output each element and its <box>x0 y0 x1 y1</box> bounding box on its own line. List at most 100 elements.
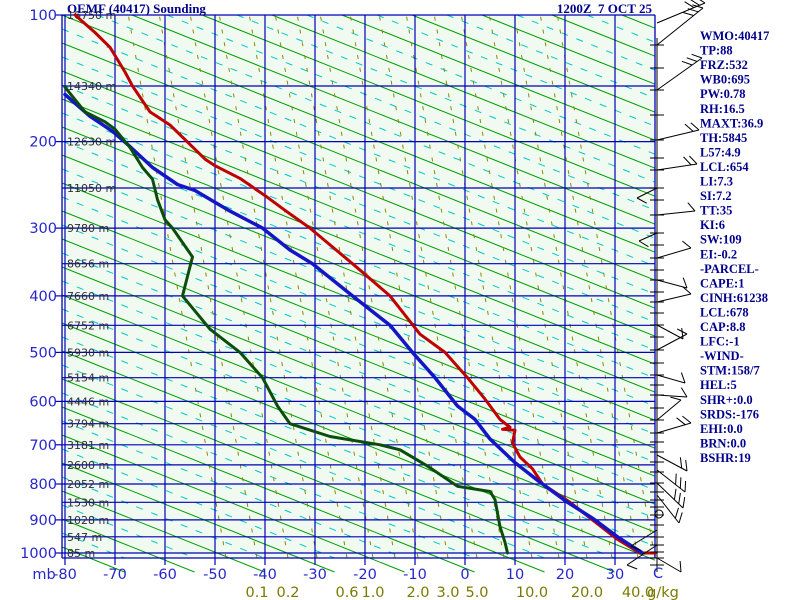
dry-adiabat-line <box>61 238 656 477</box>
temp-tick-label: -30 <box>303 567 327 583</box>
pressure-label: 400 <box>29 289 57 305</box>
mixing-ratio-layer <box>127 14 656 559</box>
height-label: 12630 m <box>67 136 116 149</box>
height-label: 3181 m <box>67 439 109 452</box>
dry-adiabat-line <box>131 14 656 225</box>
mixing-ratio-line <box>248 14 348 559</box>
moist-adiabat-line <box>61 168 656 407</box>
pressure-unit-label: mb <box>32 567 55 583</box>
mixing-ratio-line <box>127 14 227 559</box>
wind-barb-feather <box>681 60 693 66</box>
param-line: LCL:654 <box>700 160 749 174</box>
station-params-panel: WMO:40417TP:88FRZ:532WB0:695PW:0.78RH:16… <box>700 29 769 465</box>
wind-barb <box>656 279 688 289</box>
pressure-label: 800 <box>29 477 57 493</box>
param-line: LI:7.3 <box>700 175 733 189</box>
param-line: TH:5845 <box>700 131 747 145</box>
dry-adiabat-line <box>61 434 405 573</box>
param-line: WMO:40417 <box>700 29 769 43</box>
dry-adiabat-line <box>61 518 195 573</box>
wind-barb <box>638 232 658 242</box>
wind-barb-feather <box>682 12 694 16</box>
wind-barb <box>656 163 698 171</box>
wind-barb-feather <box>675 473 677 485</box>
wind-barb-feather <box>682 240 692 249</box>
param-line: WB0:695 <box>700 73 750 87</box>
wind-barb <box>656 324 684 340</box>
wind-barb <box>656 422 692 434</box>
param-line: RH:16.5 <box>700 102 745 116</box>
param-line: CAPE:1 <box>700 276 744 290</box>
wind-barb-feather <box>676 328 688 335</box>
moist-adiabat-line <box>446 14 656 99</box>
wind-barb <box>630 529 658 547</box>
mixing-ratio-line <box>460 14 560 559</box>
wind-barb <box>656 333 688 351</box>
wind-barb-feather <box>682 277 688 289</box>
moist-adiabat-line <box>61 196 656 435</box>
temp-tick-label: -50 <box>203 567 227 583</box>
moist-adiabat-line <box>61 532 125 559</box>
chart-title: OEMF (40417) Sounding <box>67 1 206 16</box>
height-label: 2052 m <box>67 478 109 491</box>
height-label: 85 m <box>67 547 95 560</box>
wind-barb <box>656 557 682 573</box>
wind-barb-feather <box>687 8 699 13</box>
wind-barb <box>656 210 696 216</box>
mixing-ratio-line <box>556 14 656 559</box>
wind-barb-feather <box>678 492 681 504</box>
wind-barb-feather <box>682 286 692 295</box>
moist-adiabat-line <box>376 14 656 127</box>
mixing-ratio-label: 5.0 <box>465 585 488 600</box>
param-line: SHR+:0.0 <box>700 393 753 407</box>
mixing-ratio-line <box>218 14 318 559</box>
wind-barb <box>656 494 680 524</box>
mixing-ratio-label: 10.0 <box>516 585 548 600</box>
chart-datetime: 1200Z 7 OCT 25 <box>557 1 653 16</box>
wind-barb-feather <box>691 53 703 59</box>
param-line: TT:35 <box>700 204 732 218</box>
height-label: 5154 m <box>67 372 109 385</box>
mixing-ratio-label: 3.0 <box>436 585 459 600</box>
mixing-ratio-label: 0.6 <box>335 585 358 600</box>
moist-adiabat-line <box>61 112 656 351</box>
param-line: HEL:5 <box>700 378 737 392</box>
wind-barb-feather <box>636 197 647 204</box>
wind-barb <box>636 187 658 199</box>
calm-wind-circle <box>654 509 664 519</box>
dry-adiabat-line <box>61 350 615 573</box>
wind-barbs-layer <box>626 0 706 573</box>
wind-barb-feather <box>684 480 687 493</box>
param-line: L57:4.9 <box>700 145 741 159</box>
moist-adiabat-line <box>236 14 656 183</box>
dry-adiabat-line <box>61 14 656 253</box>
param-line: EHI:0.0 <box>700 422 743 436</box>
mixing-ratio-line <box>513 14 613 559</box>
temp-tick-label: -70 <box>103 567 127 583</box>
mixing-ratio-line <box>433 14 533 559</box>
wind-barb <box>656 247 692 259</box>
param-line: LFC:-1 <box>700 335 740 349</box>
dry-adiabat-line <box>61 378 545 573</box>
moist-adiabat-line <box>61 308 656 547</box>
moist-adiabat-line <box>61 252 656 491</box>
sounding-curves-layer <box>63 13 657 555</box>
param-line: CAP:8.8 <box>700 320 745 334</box>
wind-barb <box>656 469 686 493</box>
temp-tick-label: -10 <box>403 567 427 583</box>
wind-barb-feather <box>678 512 683 524</box>
temp-tick-label: -40 <box>253 567 277 583</box>
wind-barb-feather <box>686 57 698 62</box>
dry-adiabat-line <box>481 14 656 85</box>
mixing-ratio-label: 0.1 <box>245 585 268 600</box>
curve-wet_bulb <box>63 85 509 555</box>
wind-barb <box>656 374 686 384</box>
pressure-label: 700 <box>29 438 57 454</box>
plot-background <box>62 15 655 558</box>
wind-barb-feather <box>689 155 698 165</box>
wind-barb-feather <box>638 240 649 248</box>
pressure-label: 300 <box>29 221 57 237</box>
wind-barb-feather <box>683 156 692 166</box>
